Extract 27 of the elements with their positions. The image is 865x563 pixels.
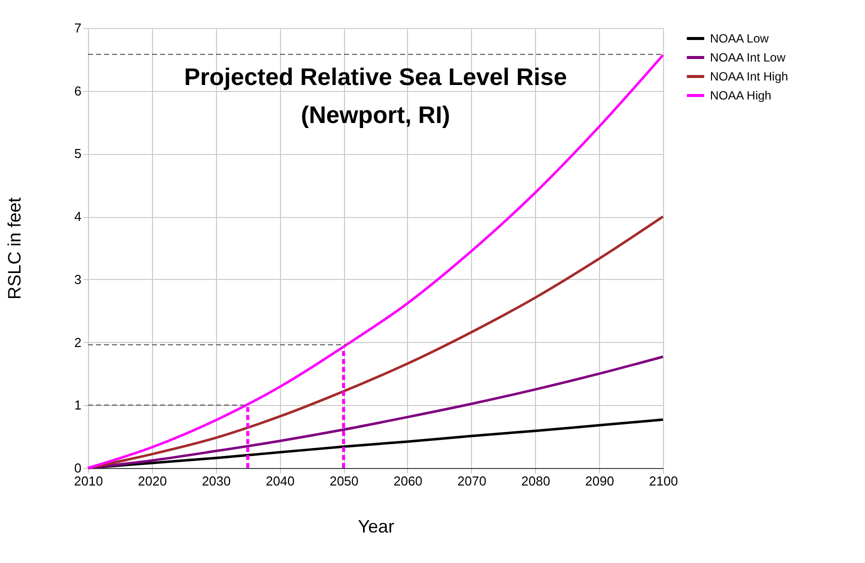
text: (Newport, RI): [300, 102, 450, 129]
legend-label: NOAA Low: [710, 32, 770, 46]
legend-label: NOAA Int Low: [710, 50, 786, 64]
y-tick-label: 1: [74, 398, 82, 413]
y-tick-label: 7: [74, 20, 82, 36]
x-tick-label: 2080: [521, 474, 550, 488]
y-tick-label: 6: [74, 83, 82, 98]
x-tick-label: 2040: [266, 474, 295, 488]
y-tick-label: 5: [74, 146, 82, 162]
x-tick-label: 2030: [202, 474, 231, 488]
y-tick-label: 2: [74, 334, 82, 350]
legend-label: NOAA High: [710, 88, 772, 102]
x-tick-label: 2010: [74, 474, 103, 488]
x-tick-label: 2070: [457, 474, 486, 488]
x-tick-label: 2020: [138, 474, 167, 488]
text: Projected Relative Sea Level Rise: [184, 64, 567, 91]
x-tick-label: 2050: [330, 474, 359, 488]
y-axis-title: RSLC in feet: [4, 197, 24, 300]
x-tick-label: 2100: [649, 474, 678, 488]
x-tick-label: 2090: [585, 474, 614, 488]
x-tick-label: 2060: [393, 474, 422, 488]
line-series: [86, 54, 664, 470]
x-axis-title: Year: [358, 516, 394, 536]
legend-label: NOAA Int High: [710, 70, 788, 84]
y-tick-label: 4: [74, 209, 82, 224]
y-tick-label: 0: [74, 460, 82, 476]
y-tick-label: 3: [74, 272, 82, 287]
